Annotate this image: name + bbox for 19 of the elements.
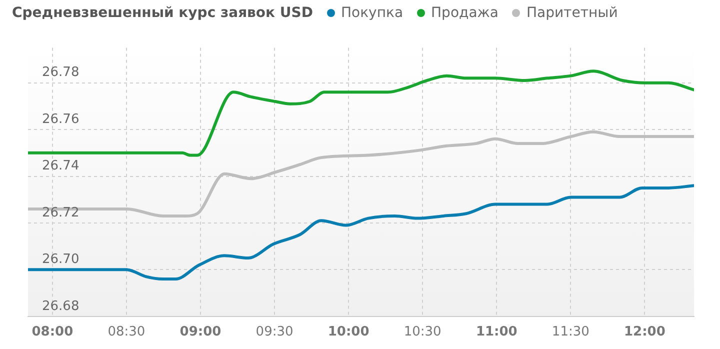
y-tick-label: 26.78	[42, 65, 80, 80]
x-tick-label: 11:00	[476, 324, 518, 340]
y-tick-label: 26.76	[42, 112, 80, 127]
y-tick-label: 26.70	[42, 252, 80, 268]
y-tick-label: 26.68	[42, 298, 80, 314]
y-tick-label: 26.74	[42, 158, 80, 174]
legend-label: Покупка	[341, 5, 404, 21]
x-tick-label: 12:00	[624, 324, 666, 340]
x-tick-label: 10:00	[328, 324, 370, 340]
x-tick-label: 10:30	[404, 324, 442, 340]
x-tick-label: 08:00	[32, 324, 74, 340]
x-tick-label: 09:30	[256, 324, 294, 340]
x-tick-label: 08:30	[108, 324, 146, 340]
y-tick-label: 26.72	[42, 205, 80, 220]
legend-label: Продажа	[431, 5, 498, 21]
legend-label: Паритетный	[526, 5, 618, 21]
chart-title: Средневзвешенный курс заявок USD	[12, 5, 313, 21]
x-tick-label: 11:30	[552, 324, 590, 340]
x-tick-label: 09:00	[180, 324, 222, 340]
